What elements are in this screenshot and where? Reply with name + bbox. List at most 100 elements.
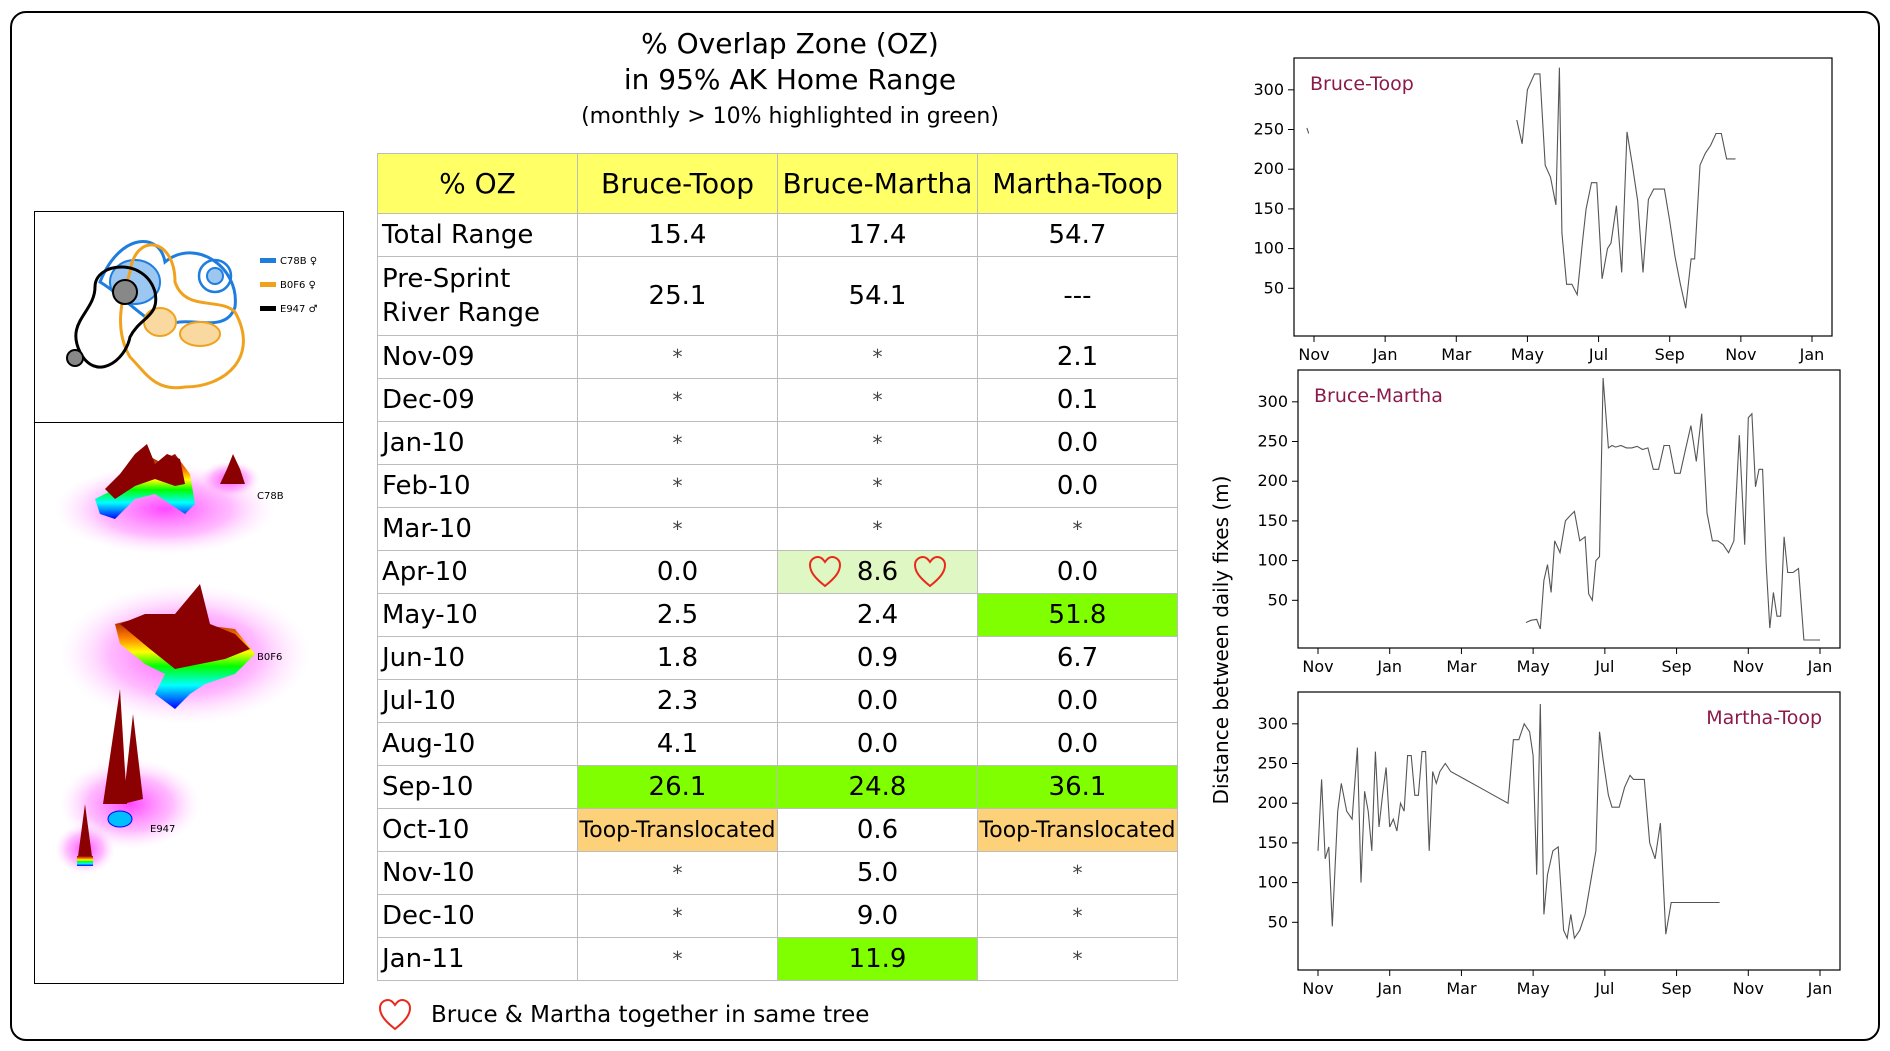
table-row: Apr-10 0.0 8.6 0.0	[377, 550, 1178, 594]
table-cell: 11.9	[777, 937, 978, 981]
row-label: Apr-10	[377, 550, 578, 594]
table-cell: *	[977, 894, 1178, 938]
table-cell: 0.1	[977, 378, 1178, 422]
table-cell: 0.6	[777, 808, 978, 852]
core-e947-south	[66, 349, 84, 367]
table-cell: 0.0	[977, 421, 1178, 465]
table-cell: 36.1	[977, 765, 1178, 809]
table-cell: *	[977, 507, 1178, 551]
core-e947	[112, 279, 138, 305]
table-header-row: % OZ Bruce-Toop Bruce-Martha Martha-Toop	[377, 153, 1178, 214]
table-cell: 15.4	[577, 213, 778, 257]
header-cell: % OZ	[377, 153, 578, 214]
table-cell: *	[577, 335, 778, 379]
table-cell: *	[777, 421, 978, 465]
title-block: % Overlap Zone (OZ) in 95% AK Home Range…	[380, 26, 1200, 134]
table-cell: 0.0	[977, 722, 1178, 766]
cell-value: 8.6	[856, 557, 899, 587]
table-cell: 25.1	[577, 256, 778, 336]
table-cell: 0.0	[577, 550, 778, 594]
table-cell: *	[777, 378, 978, 422]
table-row: Jun-10 1.8 0.9 6.7	[377, 636, 1178, 680]
table-cell: *	[577, 851, 778, 895]
map-panel: C78B ♀ B0F6 ♀ E947 ♂	[34, 211, 344, 984]
table-row: Jul-10 2.3 0.0 0.0	[377, 679, 1178, 723]
header-cell: Bruce-Toop	[577, 153, 778, 214]
core-b0f6	[143, 307, 177, 337]
row-label: Jun-10	[377, 636, 578, 680]
row-label: Sep-10	[377, 765, 578, 809]
range-outline-b0f6	[119, 243, 245, 390]
row-label: Nov-10	[377, 851, 578, 895]
table-cell: Toop-Translocated	[977, 808, 1178, 852]
density-peak-e947-south	[77, 804, 93, 864]
map-divider	[35, 422, 343, 423]
table-row: Nov-09 * * 2.1	[377, 335, 1178, 379]
density-base-e947-south	[77, 856, 93, 866]
table-row: Jan-10 * * 0.0	[377, 421, 1178, 465]
heart-legend-note: Bruce & Martha together in same tree	[377, 997, 869, 1033]
table-row: Dec-10 * 9.0 *	[377, 894, 1178, 938]
table-row: Mar-10 * * *	[377, 507, 1178, 551]
table-cell: 26.1	[577, 765, 778, 809]
row-label: Feb-10	[377, 464, 578, 508]
home-range-map: C78B ♀ B0F6 ♀ E947 ♂	[66, 240, 318, 390]
table-cell: 1.8	[577, 636, 778, 680]
note-text: Bruce & Martha together in same tree	[431, 1002, 870, 1028]
table-cell: 0.0	[977, 464, 1178, 508]
table-cell: 2.5	[577, 593, 778, 637]
row-label: Dec-10	[377, 894, 578, 938]
legend-label-e947: E947 ♂	[280, 304, 318, 315]
table-row: Feb-10 * * 0.0	[377, 464, 1178, 508]
density-peak-e947-tall	[103, 689, 127, 804]
title-subtitle: (monthly > 10% highlighted in green)	[581, 104, 999, 129]
table-cell: 51.8	[977, 593, 1178, 637]
table-cell: 0.0	[977, 679, 1178, 723]
surface-label-e947: E947	[150, 824, 175, 835]
row-label: Nov-09	[377, 335, 578, 379]
table-cell: *	[577, 507, 778, 551]
table-row: Total Range 15.4 17.4 54.7	[377, 213, 1178, 257]
legend-label-c78b: C78B ♀	[280, 256, 317, 267]
table-cell: *	[577, 378, 778, 422]
header-cell: Bruce-Martha	[777, 153, 978, 214]
table-cell: 6.7	[977, 636, 1178, 680]
table-cell: *	[977, 937, 1178, 981]
row-label: Dec-09	[377, 378, 578, 422]
heart-icon	[808, 555, 841, 588]
row-label: Pre-Sprint River Range	[377, 256, 578, 336]
table-cell: *	[777, 507, 978, 551]
table-cell: *	[577, 421, 778, 465]
range-outline-e947	[74, 265, 158, 369]
table-row: Sep-10 26.1 24.8 36.1	[377, 765, 1178, 809]
row-label: Oct-10	[377, 808, 578, 852]
title-line-2: in 95% AK Home Range	[623, 63, 957, 96]
heart-icon	[378, 998, 412, 1031]
table-cell: *	[777, 464, 978, 508]
table-row: May-10 2.5 2.4 51.8	[377, 593, 1178, 637]
table-cell: 4.1	[577, 722, 778, 766]
legend-swatch-b0f6	[260, 282, 276, 287]
header-cell: Martha-Toop	[977, 153, 1178, 214]
row-label: May-10	[377, 593, 578, 637]
table-cell: 2.4	[777, 593, 978, 637]
table-body: Total Range 15.4 17.4 54.7 Pre-Sprint River …	[377, 213, 1178, 981]
range-outline-c78b-satellite	[197, 258, 233, 294]
table-row: Aug-10 4.1 0.0 0.0	[377, 722, 1178, 766]
table-cell: *	[577, 464, 778, 508]
kernel-density-surface: C78B B0F6 E947	[55, 444, 310, 874]
table-row: Pre-Sprint River Range 25.1 54.1 ---	[377, 256, 1178, 336]
row-label: Mar-10	[377, 507, 578, 551]
core-c78b-satellite	[206, 267, 224, 285]
table-cell: 8.6	[777, 550, 978, 594]
legend-swatch-e947	[260, 306, 276, 311]
row-label: Jul-10	[377, 679, 578, 723]
density-peak-c78b	[105, 444, 185, 499]
table-cell: 0.0	[777, 722, 978, 766]
table-row: Dec-09 * * 0.1	[377, 378, 1178, 422]
row-label: Total Range	[377, 213, 578, 257]
table-cell: 2.3	[577, 679, 778, 723]
overlap-zone-table: % OZ Bruce-Toop Bruce-Martha Martha-Toop…	[377, 153, 1178, 981]
table-cell: *	[977, 851, 1178, 895]
table-cell: Toop-Translocated	[577, 808, 778, 852]
